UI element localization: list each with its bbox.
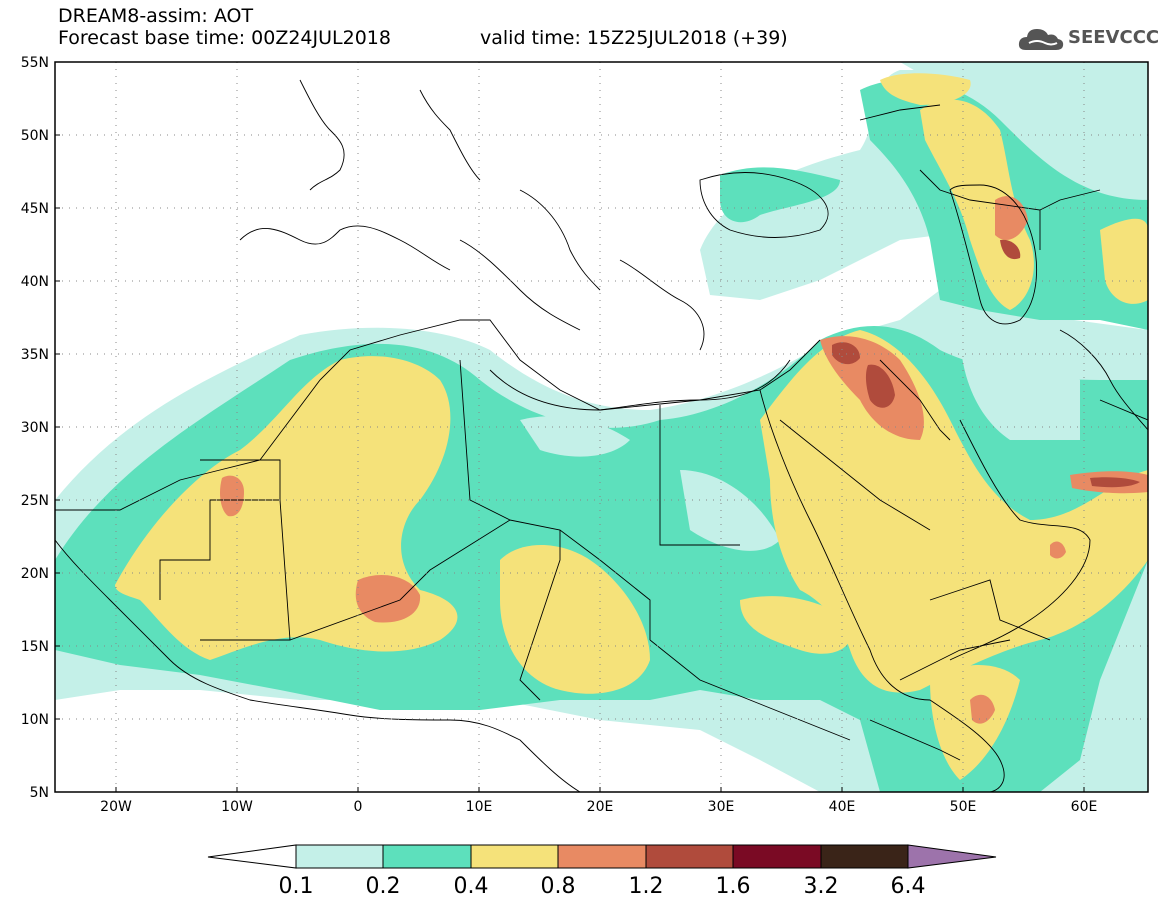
longitude-labels: 20W 10W 0 10E 20E 30E 40E 50E 60E xyxy=(100,799,1097,815)
aot-contour-brown-iraq-2 xyxy=(865,364,895,408)
lon-label-0: 0 xyxy=(354,799,363,815)
colorbar-label-0.1: 0.1 xyxy=(279,874,314,899)
colorbar-label-6.4: 6.4 xyxy=(891,874,926,899)
aot-contour-yellow-horn xyxy=(930,665,1020,780)
colorbar-low-arrow xyxy=(207,844,297,869)
aot-contour-orange-mauritania xyxy=(220,475,244,517)
aot-contour-yellow-sea xyxy=(740,596,852,654)
forecast-base-time: Forecast base time: 00Z24JUL2018 xyxy=(58,27,391,49)
aot-contour-orange-oman xyxy=(1050,541,1066,559)
aot-contour-yellow-volga xyxy=(880,73,971,105)
colorbar-label-3.2: 3.2 xyxy=(804,874,839,899)
colorbar-high-arrow xyxy=(907,844,997,869)
lon-label-20w: 20W xyxy=(100,799,132,815)
lat-label-40n: 40N xyxy=(21,274,49,290)
colorbar-bin-0.2-0.4 xyxy=(382,844,472,869)
lat-label-55n: 55N xyxy=(21,55,49,71)
seevccc-logo: SEEVCCC xyxy=(1018,24,1160,54)
aot-contour-orange-somalia xyxy=(970,694,995,724)
colorbar: 0.1 0.2 0.4 0.8 1.2 1.6 3.2 6.4 xyxy=(207,844,997,899)
aot-contour-light-northeast xyxy=(740,62,1148,120)
aot-contour-yellow-caspian xyxy=(920,99,1034,310)
coastlines xyxy=(55,79,1148,792)
aot-contour-light-libya xyxy=(520,416,630,457)
axis-ticks xyxy=(55,61,1085,793)
lon-label-10e: 10E xyxy=(466,799,493,815)
colorbar-bin-0.1-0.2 xyxy=(295,844,384,869)
logo-text: SEEVCCC xyxy=(1068,27,1160,48)
aot-contour-brown-iraq-1 xyxy=(832,342,860,365)
colorbar-label-0.4: 0.4 xyxy=(454,874,489,899)
colorbar-label-0.2: 0.2 xyxy=(366,874,401,899)
aot-field xyxy=(55,62,1148,792)
lat-label-20n: 20N xyxy=(21,566,49,582)
aot-contour-yellow-chad xyxy=(500,545,650,694)
aot-contour-brown-gulf xyxy=(1090,477,1140,488)
latitude-labels: 55N 50N 45N 40N 35N 30N 25N 20N 15N 10N … xyxy=(21,55,49,801)
country-borders xyxy=(55,104,1148,761)
aot-contour-yellow-east xyxy=(760,330,1148,693)
map-title: DREAM8-assim: AOT xyxy=(58,5,254,27)
lat-label-50n: 50N xyxy=(21,128,49,144)
lat-label-35n: 35N xyxy=(21,347,49,363)
colorbar-bin-0.8-1.2 xyxy=(557,844,647,869)
lat-label-25n: 25N xyxy=(21,493,49,509)
lat-label-10n: 10N xyxy=(21,712,49,728)
lat-label-30n: 30N xyxy=(21,420,49,436)
colorbar-bin-3.2-6.4 xyxy=(820,844,909,869)
lon-label-10w: 10W xyxy=(221,799,253,815)
lat-label-15n: 15N xyxy=(21,639,49,655)
colorbar-label-0.8: 0.8 xyxy=(541,874,576,899)
colorbar-bin-1.2-1.6 xyxy=(645,844,734,869)
lon-label-50e: 50E xyxy=(950,799,977,815)
cloud-icon xyxy=(1018,29,1064,50)
lon-label-60e: 60E xyxy=(1071,799,1098,815)
lat-label-5n: 5N xyxy=(30,785,49,801)
lon-label-40e: 40E xyxy=(829,799,856,815)
lon-label-20e: 20E xyxy=(587,799,614,815)
aot-contour-brown-caspian xyxy=(1000,239,1021,260)
aot-contour-green-black-sea xyxy=(720,167,840,223)
colorbar-label-1.2: 1.2 xyxy=(629,874,664,899)
lat-lon-grid xyxy=(55,62,1148,792)
aot-contour-light-egypt xyxy=(680,470,780,551)
lon-label-30e: 30E xyxy=(708,799,735,815)
valid-time: valid time: 15Z25JUL2018 (+39) xyxy=(480,27,788,49)
colorbar-label-1.6: 1.6 xyxy=(716,874,751,899)
colorbar-bin-0.4-0.8 xyxy=(470,844,559,869)
aot-contour-light-mideast xyxy=(960,330,1080,440)
lat-label-45n: 45N xyxy=(21,201,49,217)
aot-contour-yellow-iran xyxy=(1100,218,1148,304)
colorbar-bin-1.6-3.2 xyxy=(732,844,822,869)
